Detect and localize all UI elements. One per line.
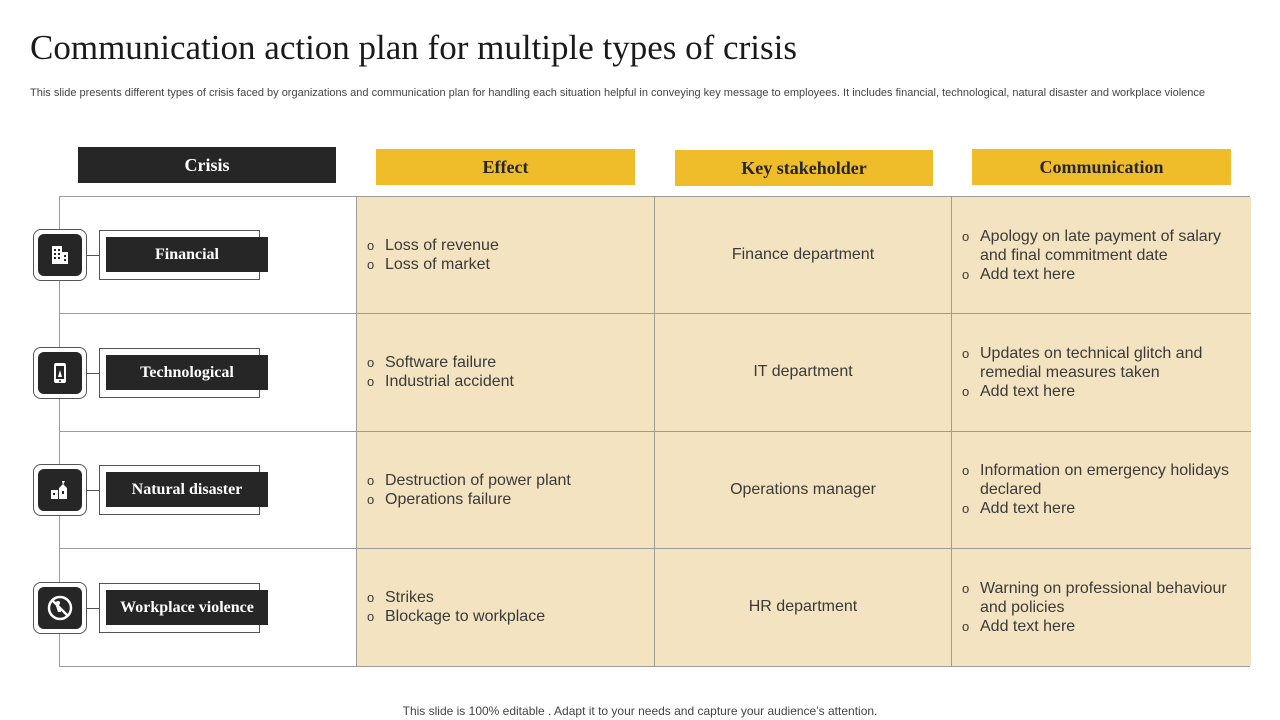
- footer-note: This slide is 100% editable . Adapt it t…: [402, 704, 878, 718]
- list-item: o Add text here: [962, 382, 1076, 400]
- list-item: o Information on emergency holidays decla…: [962, 462, 1230, 499]
- header-effect: Effect: [376, 149, 635, 185]
- icon-frame: [33, 464, 87, 516]
- connector-line: [87, 490, 100, 491]
- stakeholder-cell: Operations manager: [655, 431, 952, 549]
- crisis-label: Natural disaster: [106, 472, 268, 507]
- communication-cell: o Warning on professional behaviour and p…: [952, 548, 1251, 666]
- crisis-label: Technological: [106, 355, 268, 390]
- list-item: o Loss of revenue: [367, 237, 499, 255]
- list-item: o Updates on technical glitch and remedia…: [962, 344, 1203, 381]
- effect-cell: o Software failure o Industrial accident: [357, 314, 655, 432]
- stakeholder-cell: HR department: [655, 548, 952, 666]
- connector-line: [87, 608, 100, 609]
- icon-frame: [33, 347, 87, 399]
- list-item: o Destruction of power plant: [367, 471, 571, 489]
- effect-cell: o Strikes o Blockage to workplace: [357, 548, 655, 666]
- header-key-stakeholder: Key stakeholder: [675, 150, 933, 186]
- list-item: o Add text here: [962, 265, 1076, 283]
- header-crisis: Crisis: [78, 147, 336, 183]
- list-item: o Operations failure: [367, 490, 512, 508]
- header-communication: Communication: [972, 149, 1231, 185]
- icon-frame: [33, 582, 87, 634]
- effect-cell: o Loss of revenue o Loss of market: [357, 197, 655, 315]
- crisis-label: Financial: [106, 237, 268, 272]
- list-item: o Add text here: [962, 617, 1076, 635]
- communication-cell: o Apology on late payment of salary and f…: [952, 197, 1251, 315]
- list-item: o Blockage to workplace: [367, 608, 546, 626]
- smartphone-icon: [54, 363, 66, 383]
- no-violence-icon: [47, 595, 73, 621]
- stakeholder-cell: IT department: [655, 314, 952, 432]
- connector-line: [87, 373, 100, 374]
- list-item: o Industrial accident: [367, 373, 514, 391]
- list-item: o Loss of market: [367, 256, 490, 274]
- stakeholder-cell: Finance department: [655, 197, 952, 315]
- list-item: o Add text here: [962, 500, 1076, 518]
- subtitle: This slide presents different types of c…: [30, 87, 1206, 99]
- list-item: o Software failure: [367, 354, 497, 372]
- list-item: o Strikes: [367, 589, 434, 607]
- crisis-label: Workplace violence: [106, 590, 268, 625]
- effect-cell: o Destruction of power plant o Operations …: [357, 431, 655, 549]
- building-icon: [52, 246, 68, 264]
- connector-line: [87, 255, 100, 256]
- icon-frame: [33, 229, 87, 281]
- communication-cell: o Information on emergency holidays decla…: [952, 431, 1251, 549]
- page-title: Communication action plan for multiple t…: [30, 28, 797, 67]
- list-item: o Warning on professional behaviour and p…: [962, 579, 1227, 616]
- communication-cell: o Updates on technical glitch and remedia…: [952, 314, 1251, 432]
- crisis-table: o Loss of revenue o Loss of market Finance…: [59, 196, 1251, 667]
- disaster-icon: [51, 481, 67, 499]
- list-item: o Apology on late payment of salary and f…: [962, 227, 1222, 264]
